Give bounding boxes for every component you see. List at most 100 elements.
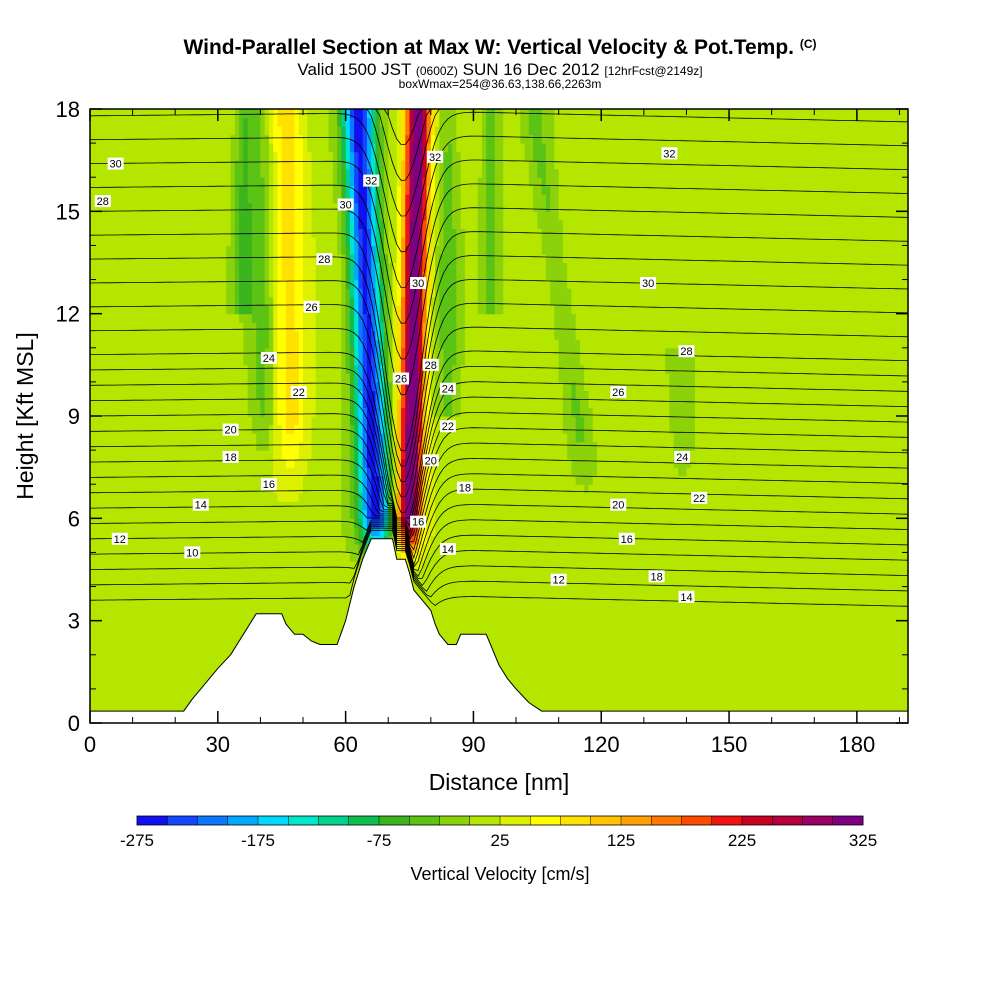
velocity-cell — [107, 262, 112, 272]
velocity-cell — [183, 236, 189, 247]
velocity-cell — [247, 492, 253, 502]
velocity-cell — [281, 313, 287, 323]
velocity-cell — [141, 390, 146, 400]
velocity-cell — [183, 109, 189, 119]
velocity-cell — [311, 475, 317, 485]
velocity-cell — [290, 450, 296, 460]
velocity-cell — [268, 117, 274, 127]
velocity-cell — [187, 228, 193, 238]
velocity-cell — [268, 253, 274, 264]
velocity-cell — [209, 373, 215, 383]
velocity-cell — [371, 381, 377, 392]
velocity-cell — [196, 433, 202, 443]
velocity-cell — [119, 663, 125, 673]
velocity-cell — [90, 322, 95, 332]
velocity-cell — [111, 236, 117, 247]
velocity-cell — [153, 347, 159, 357]
velocity-cell — [187, 671, 193, 681]
velocity-cell — [170, 160, 176, 170]
velocity-cell — [315, 236, 321, 247]
velocity-cell — [153, 424, 159, 434]
velocity-cell — [311, 134, 317, 144]
velocity-cell — [128, 663, 134, 673]
velocity-cell — [260, 398, 266, 409]
chart-subtitle-box: boxWmax=254@36.63,138.66,2263m — [398, 77, 602, 91]
velocity-cell — [213, 347, 219, 357]
velocity-cell — [234, 236, 240, 247]
velocity-cell — [213, 543, 219, 554]
velocity-cell — [311, 458, 317, 468]
velocity-cell — [332, 364, 338, 374]
velocity-cell — [209, 339, 215, 349]
velocity-cell — [349, 134, 355, 144]
velocity-cell — [187, 177, 193, 187]
velocity-cell — [375, 398, 381, 409]
velocity-cell — [222, 271, 227, 281]
velocity-cell — [362, 339, 368, 349]
velocity-cell — [196, 236, 202, 247]
velocity-cell — [247, 194, 253, 204]
velocity-cell — [298, 560, 304, 571]
velocity-cell — [358, 219, 364, 229]
velocity-cell — [362, 398, 368, 409]
velocity-cell — [158, 578, 164, 588]
velocity-cell — [111, 245, 117, 255]
velocity-cell — [213, 364, 219, 374]
velocity-cell — [162, 416, 168, 426]
velocity-cell — [320, 612, 325, 622]
velocity-cell — [90, 151, 95, 161]
velocity-cell — [337, 467, 342, 477]
velocity-cell — [136, 458, 142, 468]
velocity-cell — [183, 424, 189, 434]
velocity-cell — [205, 330, 210, 340]
velocity-cell — [379, 253, 385, 264]
velocity-cell — [349, 381, 355, 392]
velocity-cell — [341, 219, 347, 229]
velocity-cell — [256, 143, 262, 153]
velocity-cell — [183, 126, 189, 136]
velocity-cell — [349, 211, 355, 221]
velocity-cell — [196, 296, 202, 306]
velocity-cell — [222, 262, 227, 272]
velocity-cell — [183, 245, 189, 255]
velocity-cell — [307, 143, 313, 153]
velocity-cell — [298, 253, 304, 264]
velocity-cell — [98, 560, 104, 571]
velocity-cell — [136, 680, 142, 690]
velocity-cell — [166, 202, 172, 212]
velocity-cell — [281, 126, 287, 136]
velocity-cell — [234, 441, 240, 451]
velocity-cell — [141, 407, 146, 417]
velocity-cell — [162, 475, 168, 485]
velocity-cell — [153, 629, 159, 639]
velocity-cell — [94, 330, 100, 340]
velocity-cell — [256, 569, 262, 579]
velocity-cell — [311, 126, 317, 136]
velocity-cell — [205, 194, 210, 204]
velocity-cell — [230, 236, 236, 247]
velocity-cell — [234, 253, 240, 264]
velocity-cell — [243, 305, 249, 315]
velocity-cell — [298, 552, 304, 562]
velocity-cell — [205, 433, 210, 443]
velocity-cell — [196, 629, 202, 639]
velocity-cell — [119, 603, 125, 613]
velocity-cell — [273, 552, 279, 562]
velocity-cell — [145, 177, 151, 187]
velocity-cell — [179, 185, 185, 195]
velocity-cell — [379, 407, 385, 417]
velocity-cell — [298, 305, 304, 315]
velocity-cell — [260, 526, 266, 536]
velocity-cell — [209, 126, 215, 136]
velocity-cell — [230, 168, 236, 178]
velocity-cell — [311, 364, 317, 374]
velocity-cell — [136, 705, 142, 716]
velocity-cell — [205, 398, 210, 409]
velocity-cell — [187, 509, 193, 519]
velocity-cell — [268, 458, 274, 468]
velocity-cell — [153, 288, 159, 298]
velocity-cell — [119, 501, 125, 511]
velocity-cell — [136, 688, 142, 699]
velocity-cell — [230, 629, 236, 639]
velocity-cell — [166, 697, 172, 707]
